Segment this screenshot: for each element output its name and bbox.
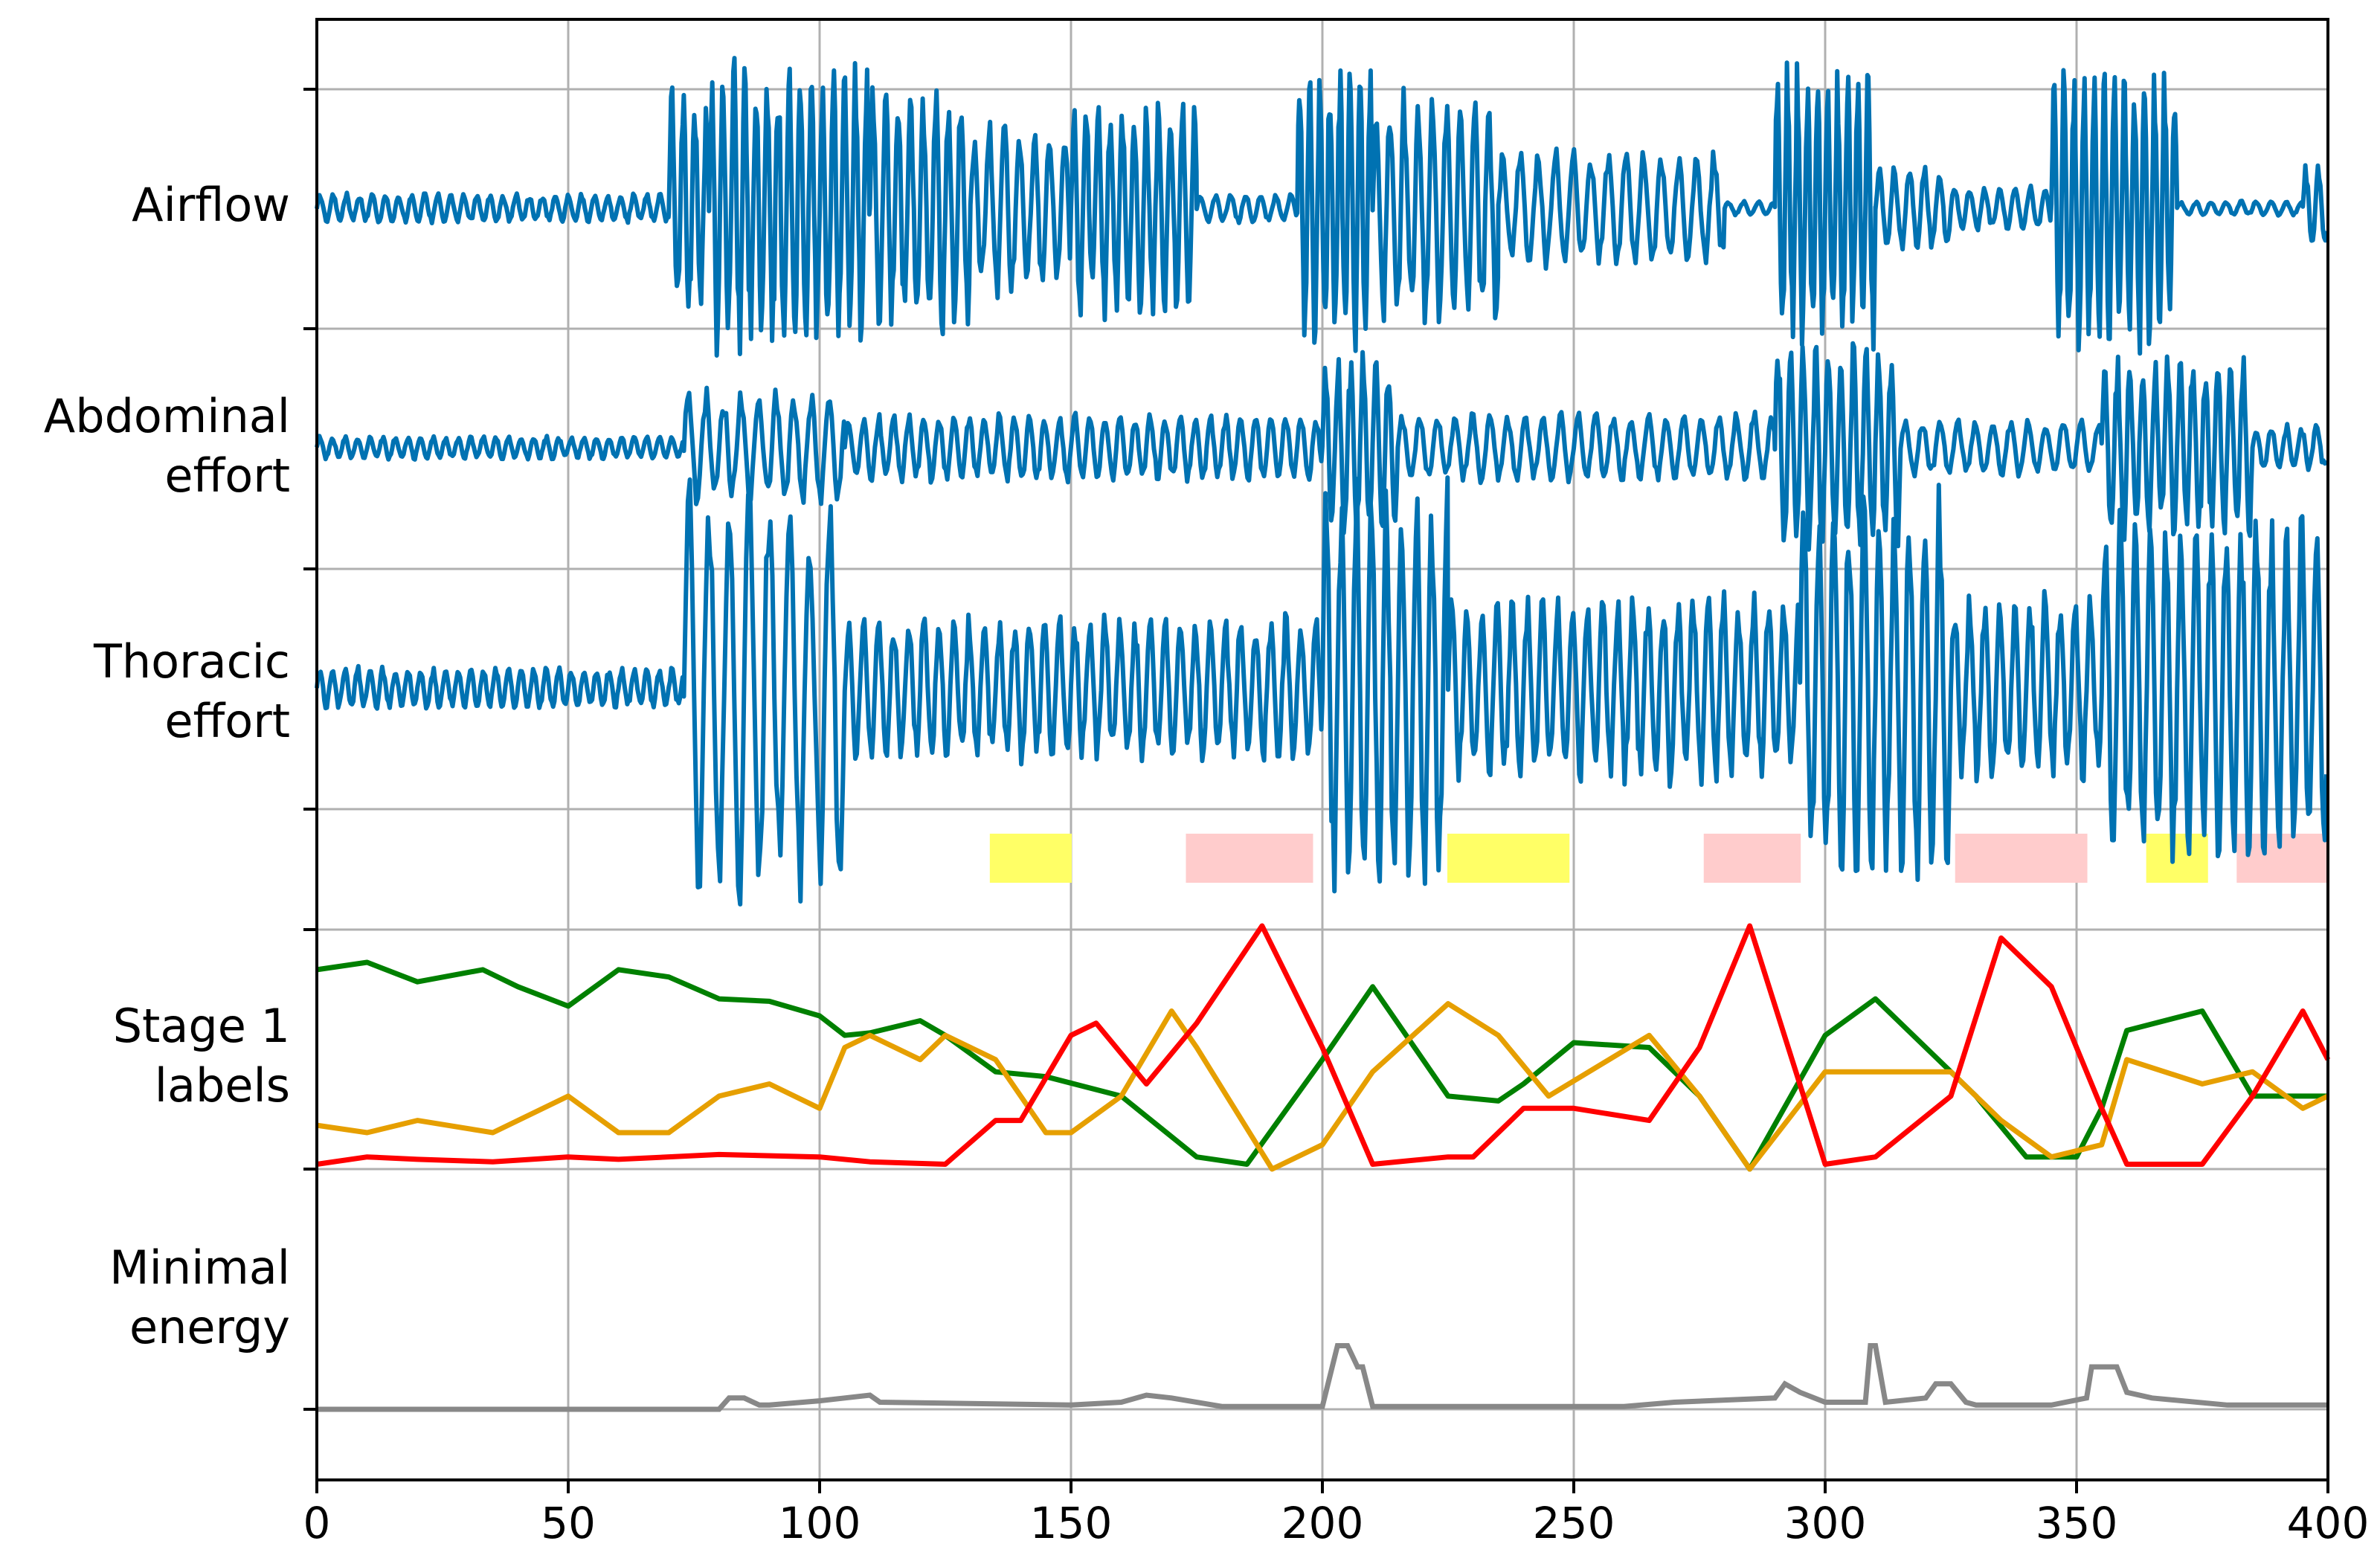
row-label-line: energy [129, 1300, 290, 1354]
x-tick-label: 200 [1281, 1498, 1364, 1548]
signal-abdominal [315, 341, 2329, 552]
event-bar [2146, 834, 2208, 883]
ticks: 0 50 100 150 200 250 300 350 400 [303, 88, 2370, 1548]
signal-airflow [315, 56, 2329, 358]
x-tick-label: 250 [1533, 1498, 1615, 1548]
row-label-line: effort [164, 448, 290, 503]
row-label-line: labels [154, 1058, 290, 1113]
row-label-line: Minimal [109, 1240, 290, 1295]
event-bar [1955, 834, 2088, 883]
grid-layer [315, 19, 2329, 1480]
row-label-stage1: Stage 1 labels [113, 997, 290, 1116]
row-label-line: Abdominal [43, 389, 290, 443]
event-bars [989, 834, 2329, 883]
row-label-line: Stage 1 [112, 999, 290, 1053]
event-bar [1186, 834, 1313, 883]
signal-thoracic [315, 475, 2329, 907]
x-tick-label: 0 [303, 1498, 331, 1548]
event-bar [2236, 834, 2329, 883]
x-tick-label: 50 [541, 1498, 596, 1548]
event-bar [989, 834, 1072, 883]
row-label-energy: Minimal energy [109, 1238, 290, 1357]
stage1-series-1 [316, 1001, 2329, 1172]
row-label-line: Airflow [132, 178, 290, 232]
stage1-series-2 [316, 923, 2331, 1167]
x-tick-label: 350 [2036, 1498, 2118, 1548]
stage1-series-0 [316, 959, 2328, 1172]
x-tick-label: 100 [779, 1498, 861, 1548]
row-label-airflow: Airflow [132, 176, 290, 235]
row-label-thoracic: Thoracic effort [94, 632, 290, 751]
x-tick-label: 400 [2287, 1498, 2370, 1548]
event-bar [1703, 834, 1801, 883]
x-tick-label: 300 [1784, 1498, 1867, 1548]
x-tick-label: 150 [1030, 1498, 1113, 1548]
row-label-line: effort [164, 694, 290, 748]
energy-series [317, 1343, 2328, 1412]
row-label-line: Thoracic [94, 634, 290, 689]
row-label-abdominal: Abdominal effort [44, 387, 290, 506]
event-bar [1447, 834, 1570, 883]
series-layer [315, 56, 2331, 1412]
